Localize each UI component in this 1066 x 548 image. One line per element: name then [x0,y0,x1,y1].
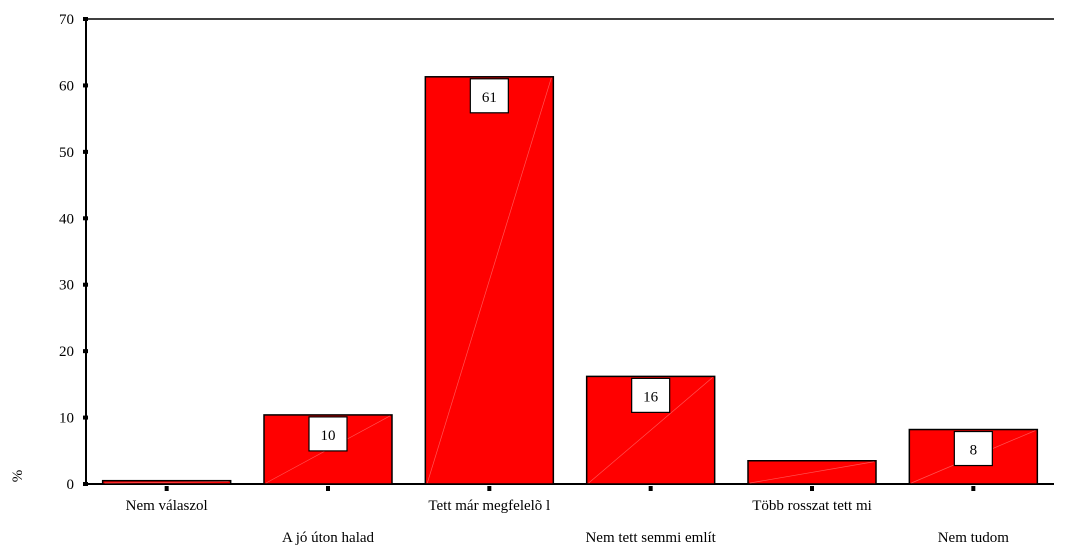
y-tick-label: 0 [67,477,75,493]
x-category-label: Nem válaszol [126,498,208,514]
y-tick-label: 30 [59,278,74,294]
data-label: 10 [321,428,336,444]
data-label: 16 [643,389,659,405]
x-category-label: Nem tudom [938,530,1010,546]
x-category-label: Tett már megfelelõ l [428,498,550,514]
x-category-label: Nem tett semmi említ [585,530,716,546]
x-tick-mark [164,486,169,491]
data-label: 61 [482,90,497,106]
bar-sheen [426,77,552,484]
x-tick-mark [648,486,653,491]
y-tick-mark [83,216,88,221]
bar-sheen [104,481,229,484]
y-tick-mark [83,415,88,420]
y-tick-mark [83,17,88,21]
data-label: 8 [970,443,978,459]
y-tick-label: 40 [59,211,74,227]
y-tick-mark [83,282,88,287]
data-label-box [631,377,671,413]
x-category-label: Több rosszat tett mi [752,498,872,514]
plot-area: 0 10 20 30 40 50 60 70 Nem válaszol A jó úton hal… [59,12,1054,546]
y-tick-mark [83,349,88,354]
data-label-box [308,416,348,452]
y-axis-label-group: % [10,470,26,483]
y-tick-label: 50 [59,145,74,161]
x-tick-mark [971,486,976,491]
y-tick-label: 60 [59,78,74,94]
bar-sheen [749,461,875,484]
y-tick-label: 10 [59,411,74,427]
y-tick-label: 20 [59,344,74,360]
bar-sheen [588,377,713,484]
x-tick-mark [326,486,330,491]
y-tick-mark [83,149,88,154]
y-axis-label: % [10,470,26,483]
y-tick-mark [83,83,88,88]
y-tick-label: 70 [59,12,74,28]
data-label-box [469,78,509,114]
x-category-label: A jó úton halad [282,530,375,546]
data-label-box [953,430,993,467]
y-tick-mark [83,482,88,486]
x-tick-mark [487,486,492,491]
x-tick-mark [810,486,814,491]
